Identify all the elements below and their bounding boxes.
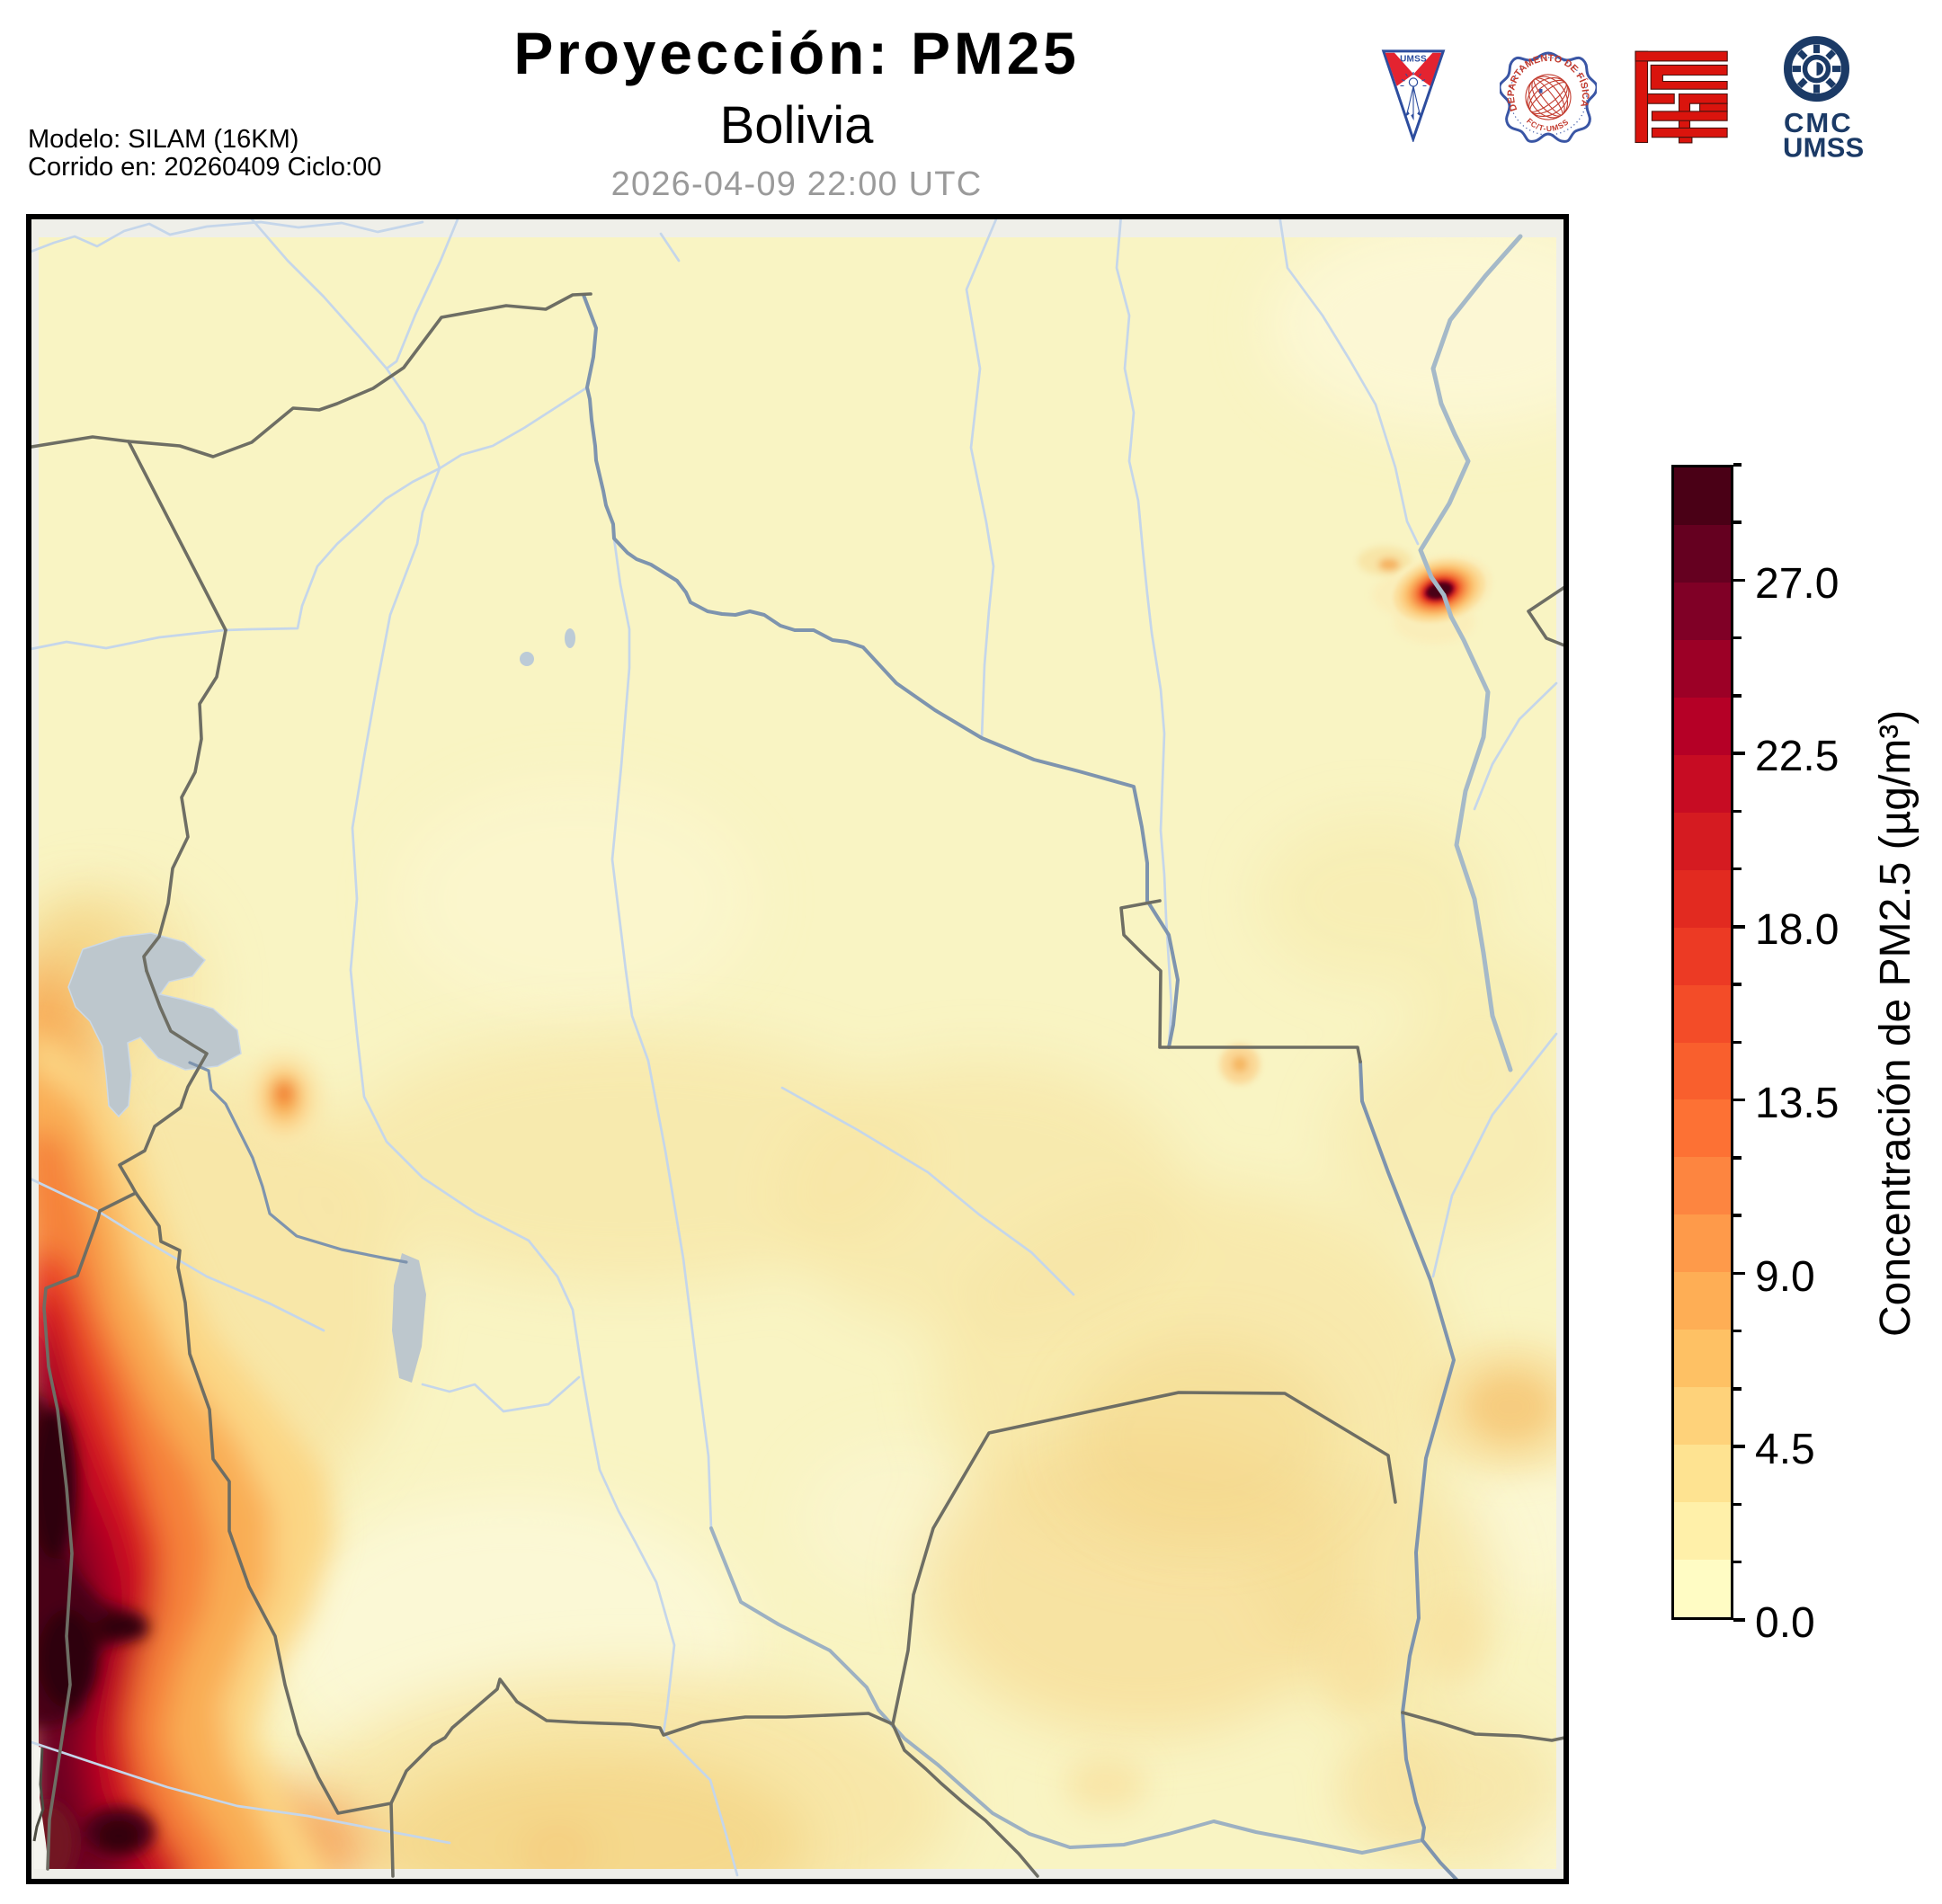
svg-text:FC/T-UMSS: FC/T-UMSS	[1525, 116, 1571, 133]
svg-text:CMC: CMC	[1784, 107, 1853, 138]
svg-text:UMSS: UMSS	[1400, 55, 1427, 65]
svg-text:UMSS: UMSS	[1783, 132, 1863, 161]
